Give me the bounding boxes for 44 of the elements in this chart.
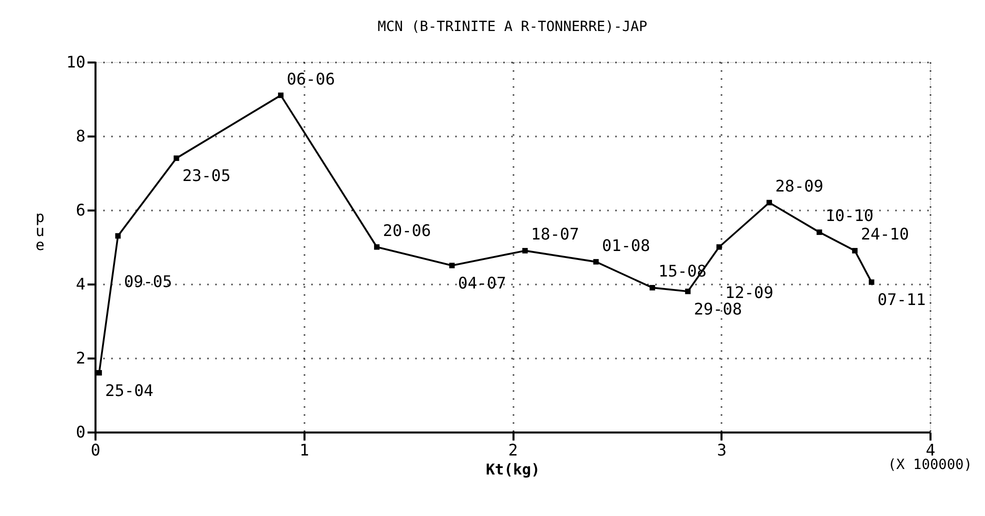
x-tick-label: 0 <box>90 440 100 460</box>
x-tick-label: 2 <box>508 440 518 460</box>
point <box>716 244 722 250</box>
x-tick-label: 3 <box>716 440 727 460</box>
y-tick-label: 2 <box>76 348 86 368</box>
annotation: 23-05 <box>182 166 231 186</box>
point <box>650 284 656 290</box>
y-tick-label: 0 <box>76 422 86 442</box>
point <box>593 259 599 265</box>
point <box>174 155 180 161</box>
point <box>449 262 455 268</box>
y-tick-label: 6 <box>76 200 86 220</box>
annotation: 09-05 <box>124 272 172 291</box>
point <box>852 248 858 254</box>
point <box>278 92 284 98</box>
annotation: 01-08 <box>602 236 650 255</box>
y-axis-title: pue <box>35 208 45 254</box>
text: (X 100000) <box>888 457 972 473</box>
point <box>685 288 691 294</box>
x-tick-label: 1 <box>299 440 310 460</box>
x-tick-label: 4 <box>926 440 936 460</box>
annotation: 07-11 <box>878 290 926 310</box>
point <box>374 244 380 250</box>
y-tick-label: 4 <box>76 274 86 294</box>
annotation: 18-07 <box>531 224 580 244</box>
y-tick-label: 10 <box>66 52 86 72</box>
annotation: 25-04 <box>105 380 154 400</box>
y-tick-label: 8 <box>76 126 86 146</box>
point <box>96 370 102 376</box>
annotation: 06-06 <box>286 69 335 88</box>
point <box>115 233 121 239</box>
point <box>766 200 772 206</box>
annotation: 24-10 <box>860 224 910 244</box>
annotation: 20-06 <box>382 221 431 240</box>
annotation: 28-09 <box>775 176 824 196</box>
annotation: 29-08 <box>694 299 742 318</box>
point <box>816 229 822 235</box>
point <box>868 279 874 285</box>
annotation: 12-09 <box>725 283 774 302</box>
point <box>522 248 528 254</box>
x-axis-title: Kt(kg) <box>486 460 540 478</box>
annotation: 10-10 <box>825 206 874 226</box>
chart-title: MCN (B-TRINITE A R-TONNERRE)-JAP <box>378 19 648 35</box>
annotation: 04-07 <box>458 274 506 292</box>
